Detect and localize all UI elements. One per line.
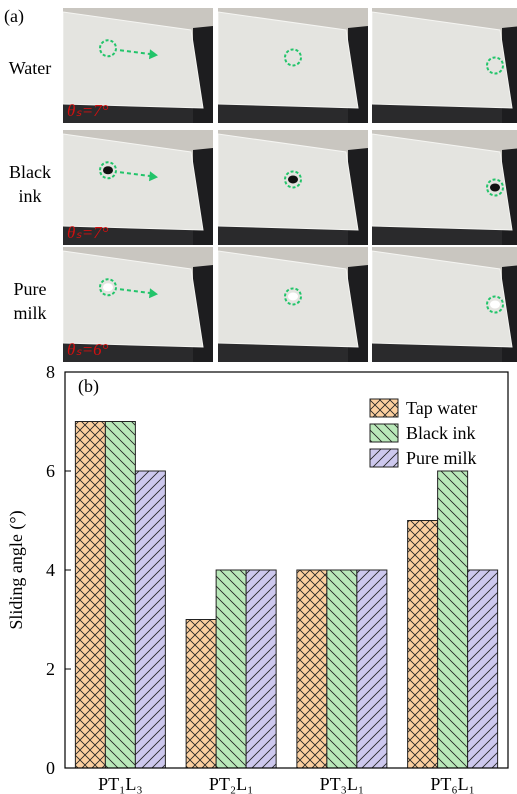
droplet xyxy=(103,166,113,175)
y-tick-label: 0 xyxy=(46,758,55,778)
drop-marker xyxy=(486,295,504,314)
bar xyxy=(185,619,217,769)
bar xyxy=(407,520,439,769)
x-tick-label: PT₃L₁ xyxy=(320,774,365,794)
bar xyxy=(437,470,469,769)
legend-label: Black ink xyxy=(406,423,476,443)
x-tick-label: PT₂L₁ xyxy=(209,774,254,794)
drop-marker xyxy=(284,48,302,67)
bar xyxy=(467,569,499,769)
y-tick-label: 2 xyxy=(46,659,55,679)
x-tick-label: PT₆L₁ xyxy=(430,774,475,794)
bar xyxy=(326,569,358,769)
row-label: Water xyxy=(8,58,52,78)
photo-image xyxy=(218,247,368,362)
photo-image xyxy=(218,130,368,245)
glass-slab xyxy=(218,11,359,109)
angle-label: θₛ=7° xyxy=(67,223,109,242)
photo xyxy=(372,247,517,362)
photo: θₛ=7° xyxy=(63,130,213,245)
arrow xyxy=(119,171,153,178)
angle-label: θₛ=6° xyxy=(67,340,109,359)
glass-slab xyxy=(63,250,204,348)
panel-label: (a) xyxy=(4,6,24,26)
drop-marker xyxy=(99,161,117,180)
arrow-head xyxy=(149,49,158,60)
drop-marker xyxy=(486,56,504,75)
bar xyxy=(245,569,277,769)
drop-marker xyxy=(284,287,302,306)
photo: θₛ=6° xyxy=(63,247,213,362)
glass-slab xyxy=(218,250,359,348)
bar xyxy=(215,569,247,769)
droplet xyxy=(490,300,500,309)
arrow xyxy=(119,49,153,56)
drop-marker xyxy=(99,278,117,297)
panel-label: (b) xyxy=(78,376,99,397)
bar xyxy=(74,421,106,769)
glass-slab xyxy=(63,11,204,109)
photo-image xyxy=(372,247,517,362)
legend-label: Pure milk xyxy=(406,448,477,468)
photo-image xyxy=(63,8,213,123)
row-label: Pure milk xyxy=(13,279,47,323)
droplet xyxy=(103,283,113,292)
photo-image xyxy=(372,130,517,245)
droplet xyxy=(288,292,298,301)
bar xyxy=(134,470,166,769)
photo xyxy=(372,130,517,245)
y-axis-label: Sliding angle (°) xyxy=(6,510,27,629)
plot-frame xyxy=(64,371,509,769)
photo-image xyxy=(218,8,368,123)
bar xyxy=(296,569,328,769)
glass-slab xyxy=(63,133,204,231)
legend-swatch xyxy=(369,448,399,468)
photo: θₛ=7° xyxy=(63,8,213,123)
x-tick-label: PT₁L₃ xyxy=(98,774,143,794)
photo xyxy=(218,8,368,123)
drop-marker xyxy=(99,39,117,58)
angle-label: θₛ=7° xyxy=(67,101,109,120)
legend-label: Tap water xyxy=(406,398,477,418)
legend-swatch xyxy=(369,423,399,443)
photo xyxy=(218,247,368,362)
legend-swatch xyxy=(369,398,399,418)
arrow-head xyxy=(149,171,158,182)
glass-slab xyxy=(372,250,513,348)
row-label: Black ink xyxy=(9,162,51,206)
y-tick-label: 6 xyxy=(46,461,55,481)
bar xyxy=(104,421,136,769)
y-tick-label: 8 xyxy=(46,362,55,382)
drop-marker xyxy=(486,178,504,197)
photo-image xyxy=(372,8,517,123)
glass-slab xyxy=(218,133,359,231)
photo-image xyxy=(63,247,213,362)
bar xyxy=(356,569,388,769)
glass-slab xyxy=(372,11,513,109)
photo xyxy=(372,8,517,123)
photo xyxy=(218,130,368,245)
droplet xyxy=(288,175,298,184)
arrow-head xyxy=(149,288,158,299)
droplet xyxy=(490,183,500,192)
glass-slab xyxy=(372,133,513,231)
arrow xyxy=(119,288,153,295)
y-tick-label: 4 xyxy=(46,560,55,580)
photo-image xyxy=(63,130,213,245)
